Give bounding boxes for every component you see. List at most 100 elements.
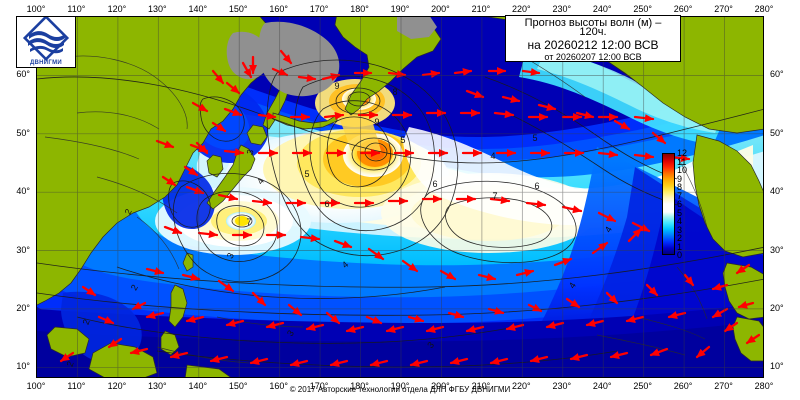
svg-text:5: 5	[304, 169, 309, 179]
land-masses	[37, 17, 763, 377]
svg-text:5: 5	[400, 135, 405, 145]
lon-tick-top-0: 100°	[26, 4, 46, 14]
lon-tick-top-2: 120°	[107, 4, 127, 14]
lon-tick-bot-2: 120°	[107, 381, 127, 391]
lon-tick-bot-6: 160°	[269, 381, 289, 391]
lat-tick-right-0: 60°	[770, 69, 784, 80]
colorbar-tick-2: 2	[677, 233, 683, 243]
colorbar-tick-10: 10	[677, 165, 688, 175]
colorbar-tick-5: 5	[677, 207, 683, 218]
svg-text:4: 4	[255, 176, 266, 186]
wave-diamond-icon	[22, 14, 70, 62]
lon-tick-top-11: 210°	[471, 4, 491, 14]
lat-tick-left-1: 50°	[16, 127, 30, 138]
svg-text:4: 4	[490, 151, 495, 161]
lat-tick-right-3: 30°	[770, 244, 784, 255]
lon-tick-bot-15: 250°	[633, 381, 653, 391]
lon-tick-bot-5: 150°	[228, 381, 248, 391]
colorbar-tick-4: 4	[677, 216, 683, 226]
svg-text:4: 4	[340, 259, 350, 270]
logo-label: ДВНИГМИ	[29, 60, 63, 66]
lon-tick-top-8: 180°	[350, 4, 369, 14]
lon-tick-bot-3: 130°	[147, 381, 167, 391]
lon-tick-bot-14: 240°	[592, 381, 612, 391]
colorbar-tick-1: 1	[677, 241, 683, 252]
svg-text:3: 3	[285, 328, 296, 338]
colorbar-tick-8: 8	[677, 182, 683, 192]
lon-tick-top-18: 280°	[754, 4, 774, 14]
svg-text:9: 9	[334, 81, 339, 91]
lon-tick-top-10: 200°	[431, 4, 450, 14]
svg-text:6: 6	[324, 199, 329, 209]
wave-height-colorbar: 12 11 10 9 8 7 6 5 4 3 2 1 0	[662, 149, 687, 260]
forecast-valid-time: на 20260212 12:00 ВСВ	[527, 38, 659, 52]
contour-labels: 3 4 5 6 7 8 9 9 5 6 7 6 4 5 4 3 3 3 2 2	[65, 81, 614, 368]
forecast-title-box: Прогноз высоты волн (м) – 120ч. на 20260…	[505, 15, 681, 62]
lat-tick-right-4: 20°	[770, 302, 784, 313]
lon-tick-top-9: 190°	[390, 4, 410, 14]
lon-tick-bot-13: 230°	[552, 381, 572, 391]
lon-tick-bot-7: 170°	[309, 381, 329, 391]
svg-text:7: 7	[246, 217, 251, 227]
lat-tick-left-0: 60°	[16, 69, 30, 80]
lon-tick-top-13: 230°	[552, 4, 572, 14]
lon-tick-top-15: 250°	[633, 4, 653, 14]
svg-text:2: 2	[123, 207, 134, 216]
lon-tick-bot-11: 210°	[471, 381, 491, 391]
svg-text:6: 6	[432, 179, 437, 189]
forecast-lead-time: 120ч.	[579, 26, 607, 38]
dvnigmi-logo[interactable]: ДВНИГМИ	[16, 14, 76, 68]
lat-tick-left-3: 30°	[16, 244, 30, 255]
map-svg: 3 4 5 6 7 8 9 9 5 6 7 6 4 5 4 3 3 3 2 2	[37, 17, 763, 377]
lon-tick-bot-0: 100°	[26, 381, 46, 391]
lon-tick-bot-18: 280°	[754, 381, 774, 391]
lon-tick-bot-16: 260°	[673, 381, 693, 391]
lat-lon-gridlines	[37, 17, 763, 377]
lat-tick-right-2: 40°	[770, 186, 784, 197]
sea-ice-areas	[226, 17, 437, 97]
lat-tick-right-1: 50°	[770, 127, 784, 138]
svg-text:2: 2	[65, 360, 76, 368]
lon-tick-bot-8: 180°	[350, 381, 369, 391]
lon-tick-bot-9: 190°	[390, 381, 410, 391]
lon-tick-bot-10: 200°	[431, 381, 450, 391]
colorbar-tick-7: 7	[677, 190, 683, 201]
lon-tick-bot-1: 110°	[67, 381, 86, 391]
svg-text:3: 3	[245, 148, 256, 156]
lat-tick-left-2: 40°	[16, 186, 30, 197]
svg-text:3: 3	[425, 340, 436, 350]
lon-tick-top-17: 270°	[714, 4, 733, 14]
copyright-footer: © 2017 Авторские технологии отдела ДЛП Ф…	[289, 385, 511, 394]
svg-text:9: 9	[374, 117, 379, 127]
colorbar-tick-11: 11	[677, 156, 687, 167]
svg-text:7: 7	[492, 191, 497, 201]
map-canvas[interactable]: 3 4 5 6 7 8 9 9 5 6 7 6 4 5 4 3 3 3 2 2	[36, 16, 764, 378]
forecast-title-line1: Прогноз высоты волн (м) –	[524, 17, 662, 29]
forecast-init-time: от 20260207 12:00 ВСВ	[544, 52, 642, 62]
lon-tick-top-5: 150°	[228, 4, 248, 14]
colorbar-tick-12: 12	[677, 148, 688, 158]
lon-tick-top-3: 130°	[147, 4, 167, 14]
lon-tick-top-6: 160°	[269, 4, 289, 14]
svg-text:4: 4	[567, 281, 578, 291]
lon-tick-top-4: 140°	[188, 4, 208, 14]
lat-tick-right-5: 10°	[770, 361, 784, 372]
lon-tick-bot-12: 220°	[511, 381, 531, 391]
lon-tick-bot-4: 140°	[188, 381, 208, 391]
svg-text:2: 2	[129, 283, 140, 292]
colorbar-tick-3: 3	[677, 224, 683, 235]
colorbar-tick-0: 0	[677, 250, 683, 260]
lat-tick-left-5: 10°	[16, 361, 30, 372]
svg-text:5: 5	[532, 133, 537, 143]
wave-direction-arrows	[59, 49, 761, 367]
colorbar-tick-6: 6	[677, 199, 683, 209]
lon-tick-top-7: 170°	[309, 4, 329, 14]
svg-text:4: 4	[603, 225, 614, 234]
lat-tick-left-4: 20°	[16, 302, 30, 313]
svg-text:3: 3	[225, 251, 236, 260]
lon-tick-top-1: 110°	[67, 4, 86, 14]
colorbar-gradient	[662, 153, 675, 255]
svg-text:6: 6	[534, 181, 539, 191]
lon-tick-bot-17: 270°	[714, 381, 733, 391]
